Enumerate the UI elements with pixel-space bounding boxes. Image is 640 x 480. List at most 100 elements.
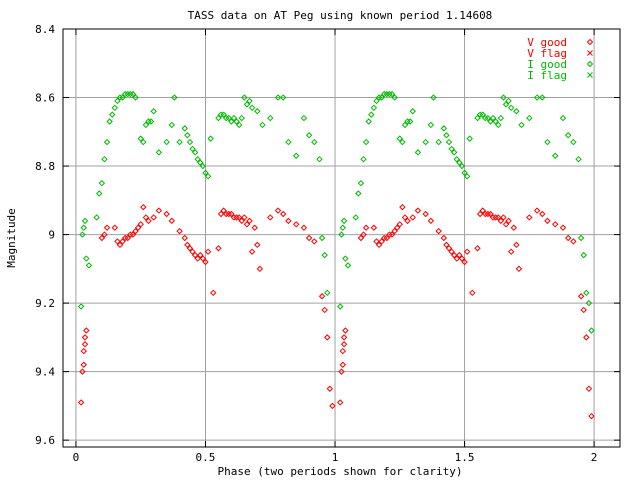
i-good-point (215, 114, 222, 122)
v-good-point (324, 334, 331, 341)
v-good-point (552, 221, 559, 228)
v-good-point (176, 227, 183, 235)
v-good-point (500, 214, 507, 221)
v-good-point (381, 234, 388, 242)
x-tick-label: 1.5 (455, 451, 475, 464)
v-good-point (362, 224, 370, 231)
v-good-point (254, 241, 261, 249)
v-good-point (251, 224, 258, 231)
v-good-point (495, 214, 502, 221)
i-good-point (246, 97, 253, 105)
legend-label-i-good: I good (527, 58, 567, 71)
i-good-point (116, 94, 124, 101)
i-good-point (129, 90, 137, 98)
i-good-point (505, 97, 512, 105)
v-good-point (238, 217, 245, 225)
v-good-point (505, 217, 512, 225)
i-good-point (155, 149, 163, 156)
v-good-point (194, 255, 201, 262)
v-good-point (373, 238, 380, 245)
i-good-point (502, 101, 510, 108)
i-good-point (479, 111, 486, 118)
v-good-point (163, 210, 170, 218)
v-good-point (256, 265, 264, 273)
v-good-point (539, 210, 546, 218)
i-good-point (435, 138, 442, 146)
i-good-point (114, 97, 121, 105)
i-good-point (124, 90, 131, 98)
v-good-point (414, 207, 422, 214)
v-good-point (321, 306, 328, 314)
i-good-point (404, 118, 411, 125)
i-good-point (119, 94, 126, 101)
x-tick-label: 0.5 (196, 451, 216, 464)
i-good-point (526, 114, 533, 122)
legend-marker-v-good (586, 38, 594, 46)
i-good-point (324, 289, 331, 297)
v-good-point (533, 207, 541, 214)
i-good-point (552, 152, 559, 159)
v-good-point (246, 217, 253, 225)
i-good-point (440, 125, 448, 132)
i-good-point (186, 138, 194, 146)
legend-label-i-flag: I flag (527, 69, 567, 82)
i-good-point (533, 94, 541, 101)
i-good-point (147, 118, 155, 125)
i-good-point (142, 121, 150, 129)
i-good-point (344, 262, 352, 269)
v-good-point (386, 231, 393, 238)
i-good-point (93, 214, 100, 221)
v-good-point (225, 210, 233, 218)
i-good-point (575, 155, 582, 163)
y-axis-label: Magnitude (5, 208, 18, 268)
i-good-point (570, 138, 577, 146)
i-good-point (360, 155, 367, 163)
v-good-point (580, 306, 587, 314)
v-good-point (378, 238, 385, 245)
i-good-point (176, 138, 183, 146)
i-good-point (225, 114, 233, 122)
v-good-point (492, 214, 499, 221)
i-good-point (98, 179, 106, 187)
v-good-point (300, 224, 308, 231)
v-good-point (526, 214, 533, 221)
i-good-point (248, 104, 256, 112)
i-good-point (197, 159, 204, 166)
i-good-point (448, 145, 455, 153)
v-good-point (357, 234, 365, 242)
i-good-point (202, 169, 209, 177)
i-good-point (204, 173, 212, 180)
v-good-point (479, 207, 486, 214)
v-good-point (230, 214, 238, 221)
v-good-point (482, 210, 489, 218)
v-good-point (204, 248, 212, 255)
i-good-point (352, 214, 359, 221)
v-good-point (487, 210, 494, 218)
y-tick-label: 9 (48, 229, 55, 242)
v-good-point (476, 210, 484, 218)
i-good-point (564, 132, 572, 139)
v-good-point (435, 227, 442, 235)
i-good-point (241, 94, 248, 101)
i-good-point (228, 118, 235, 125)
i-good-point (396, 135, 403, 142)
axis-ticks: 0 0.5 1 1.5 2 8.4 8.6 8.8 9 9.2 9.4 9.6 (35, 23, 620, 464)
v-good-point (210, 289, 217, 297)
i-good-point (230, 114, 238, 122)
i-good-point (207, 135, 214, 142)
i-good-point (487, 118, 494, 125)
v-good-point (220, 207, 227, 214)
v-good-point (513, 241, 520, 249)
v-good-point (427, 217, 435, 225)
v-good-point (132, 227, 139, 235)
i-good-point (80, 224, 87, 231)
v-good-point (292, 221, 300, 228)
i-good-point (145, 118, 152, 125)
v-good-point (243, 221, 251, 228)
i-good-point (77, 303, 85, 310)
i-good-point (559, 114, 567, 122)
i-good-point (316, 155, 323, 163)
i-good-point (339, 224, 347, 231)
v-good-point (140, 203, 147, 211)
